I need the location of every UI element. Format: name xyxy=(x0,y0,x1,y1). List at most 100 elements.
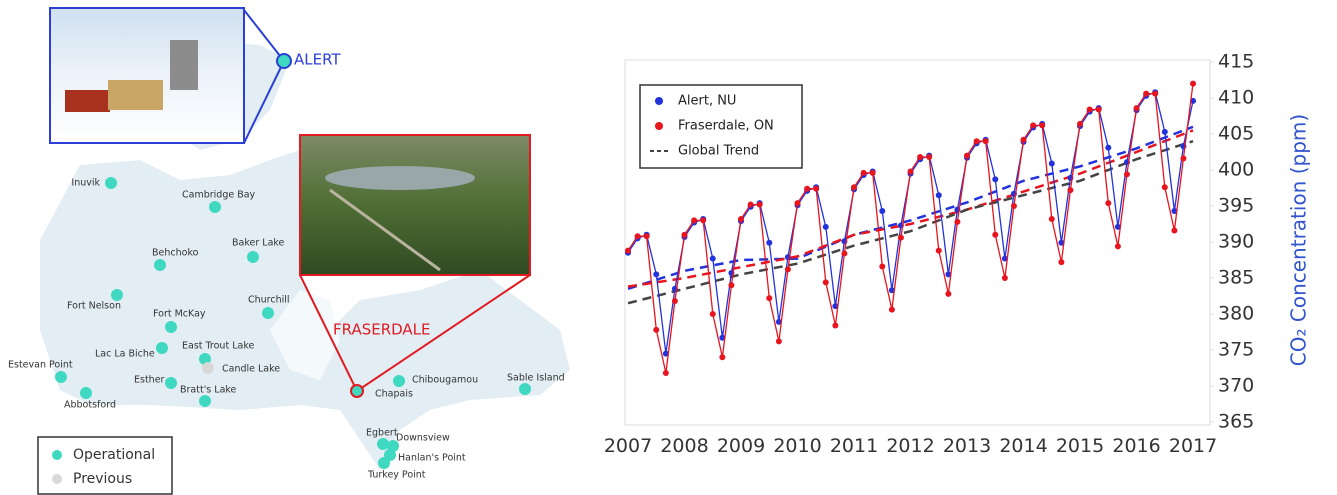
y-tick-label: 400 xyxy=(1218,159,1254,181)
station-label: Fort McKay xyxy=(153,309,206,320)
data-point xyxy=(738,215,745,222)
data-point xyxy=(851,184,858,191)
data-point xyxy=(879,208,886,215)
station-label: Cambridge Bay xyxy=(182,190,256,201)
station-label: Esther xyxy=(134,375,165,386)
data-point xyxy=(719,334,726,341)
photo-detail xyxy=(65,90,110,112)
map: ALERT FRASERDALE Inuvik Cambridge Bay Bake… xyxy=(8,7,570,495)
data-point xyxy=(1058,239,1065,246)
legend-box xyxy=(639,84,803,169)
data-point xyxy=(964,152,971,159)
legend-label: Fraserdale, ON xyxy=(678,119,774,134)
data-point xyxy=(643,233,650,240)
data-point xyxy=(1133,105,1140,112)
y-tick-label: 370 xyxy=(1218,375,1254,397)
data-point xyxy=(1086,106,1093,113)
station-dot xyxy=(202,362,214,374)
y-axis-label: CO₂ Concentration (ppm) xyxy=(1287,114,1311,366)
data-point xyxy=(1048,160,1055,167)
y-tick-label: 375 xyxy=(1218,339,1254,361)
photo-detail xyxy=(329,188,441,272)
data-point xyxy=(756,201,763,208)
data-point xyxy=(897,234,904,241)
legend-marker xyxy=(52,450,62,460)
trend-line xyxy=(627,129,1194,288)
fraserdale-photo xyxy=(299,134,531,276)
data-point xyxy=(1161,128,1168,135)
station-dot xyxy=(156,342,168,354)
trend-line xyxy=(627,125,1194,290)
x-tick-label: 2010 xyxy=(773,435,821,457)
callout-line xyxy=(356,274,531,392)
station-label: Baker Lake xyxy=(232,238,285,249)
station-label: Lac La Biche xyxy=(95,349,155,360)
data-point xyxy=(1171,227,1178,234)
data-point xyxy=(832,322,839,329)
legend-label: Alert, NU xyxy=(678,94,736,109)
data-point xyxy=(945,271,952,278)
station-dot xyxy=(378,457,390,469)
station-label: Chapais xyxy=(375,389,413,400)
data-point xyxy=(1048,215,1055,222)
station-label: Abbotsford xyxy=(64,400,116,411)
station-label: Downsview xyxy=(396,433,450,444)
data-point xyxy=(804,185,811,192)
data-point xyxy=(775,338,782,345)
station-label: Egbert xyxy=(366,428,398,439)
x-tick-label: 2015 xyxy=(1056,435,1104,457)
data-point xyxy=(671,298,678,305)
data-point xyxy=(1001,255,1008,262)
data-point xyxy=(747,201,754,208)
data-point xyxy=(879,263,886,270)
data-point xyxy=(1114,223,1121,230)
callout-line xyxy=(243,60,285,144)
y-tick-label: 385 xyxy=(1218,267,1254,289)
data-point xyxy=(625,247,631,254)
y-tick-label: 365 xyxy=(1218,411,1254,433)
x-tick-label: 2007 xyxy=(604,435,652,457)
data-point xyxy=(766,239,773,246)
callout-line xyxy=(243,9,285,62)
alert-photo xyxy=(49,7,245,144)
map-legend xyxy=(37,436,173,495)
station-label: Bratt's Lake xyxy=(180,385,237,396)
y-tick-label: 380 xyxy=(1218,303,1254,325)
x-tick-label: 2009 xyxy=(717,435,765,457)
legend-label: Global Trend xyxy=(678,144,759,159)
legend-label: Previous xyxy=(73,471,132,487)
data-point xyxy=(1180,155,1187,162)
station-label: Turkey Point xyxy=(367,470,426,481)
photo-detail xyxy=(170,40,198,90)
data-point xyxy=(1067,187,1074,194)
data-point xyxy=(935,192,942,199)
bay xyxy=(270,290,340,380)
station-dot xyxy=(111,289,123,301)
x-tick-label: 2016 xyxy=(1112,435,1160,457)
station-label: Hanlan's Point xyxy=(398,453,466,464)
data-point xyxy=(1123,171,1130,178)
data-point xyxy=(794,200,801,207)
data-point xyxy=(634,233,641,240)
data-point xyxy=(681,231,688,238)
data-point xyxy=(945,290,952,297)
data-point xyxy=(992,176,999,183)
data-point xyxy=(1030,122,1037,129)
data-point xyxy=(841,250,848,257)
legend-marker xyxy=(655,97,663,105)
data-point xyxy=(662,370,669,377)
legend-marker xyxy=(655,122,663,130)
station-label: Chibougamou xyxy=(412,375,478,386)
data-point xyxy=(1001,275,1008,281)
x-tick-label: 2017 xyxy=(1169,435,1217,457)
data-point xyxy=(784,266,791,273)
station-label: Churchill xyxy=(248,295,290,306)
station-dot xyxy=(154,259,166,271)
fraserdale-site xyxy=(350,384,364,398)
station-dot xyxy=(262,307,274,319)
data-point xyxy=(869,169,876,176)
legend-label: Operational xyxy=(73,447,155,463)
y-tick-label: 405 xyxy=(1218,123,1254,145)
